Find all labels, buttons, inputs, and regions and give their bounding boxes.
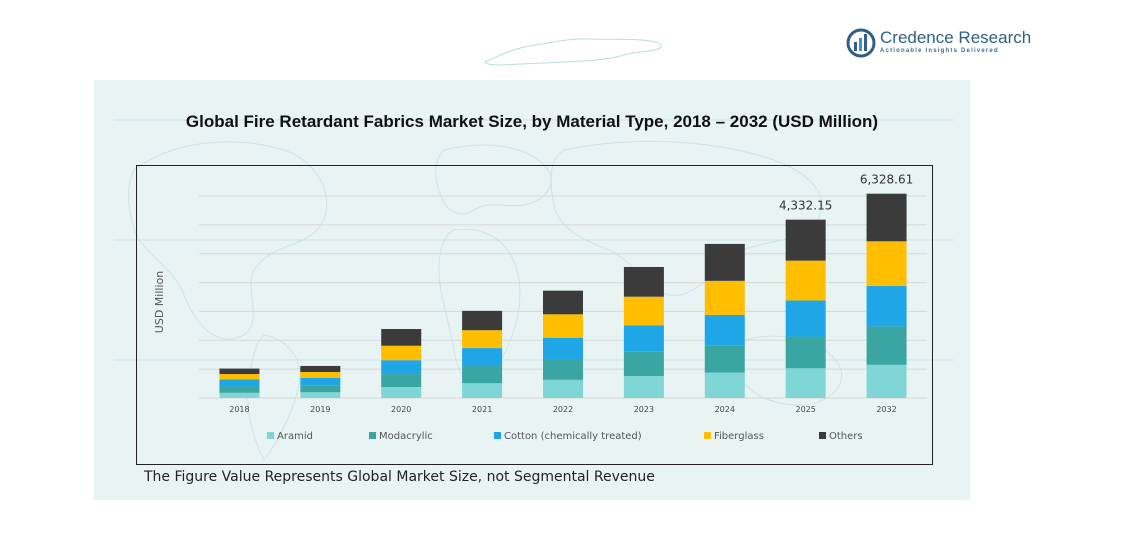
- bar-segment-aramid-2019: [300, 392, 341, 398]
- bar-segment-aramid-2018: [219, 392, 260, 398]
- bar-segment-modacrylic-2021: [462, 365, 503, 384]
- legend-swatch: [704, 432, 711, 439]
- bar-segment-others-2032: [866, 193, 907, 242]
- legend-item-others: Others: [819, 431, 863, 442]
- legend-label: Aramid: [277, 431, 313, 442]
- legend-label: Modacrylic: [379, 431, 433, 442]
- bar-segment-fiberglass-2025: [785, 260, 826, 301]
- legend-label: Others: [829, 431, 863, 442]
- bar-segment-others-2024: [704, 243, 745, 281]
- bar-segment-fiberglass-2021: [462, 330, 503, 349]
- bar-segment-aramid-2020: [381, 387, 422, 398]
- bar-segment-cotton-chemically-treated--2018: [219, 379, 260, 387]
- chart-title: Global Fire Retardant Fabrics Market Siz…: [185, 112, 879, 131]
- legend-item-fiberglass: Fiberglass: [704, 431, 764, 442]
- legend-item-cotton-chemically-treated-: Cotton (chemically treated): [494, 431, 642, 442]
- x-tick-label-2019: 2019: [310, 405, 330, 414]
- bar-segment-modacrylic-2023: [623, 351, 664, 377]
- x-tick-label-2024: 2024: [715, 405, 735, 414]
- x-tick-label-2032: 2032: [876, 405, 896, 414]
- bar-segment-others-2018: [219, 368, 260, 375]
- bar-segment-cotton-chemically-treated--2032: [866, 286, 907, 327]
- brand-tagline: Actionable Insights Delivered: [880, 48, 999, 54]
- bar-segment-aramid-2032: [866, 364, 907, 398]
- legend-swatch: [819, 432, 826, 439]
- stacked-bar-chart: 2018 2019 2020 2021 2022 2023 2024 2025 2032 4,3…: [153, 173, 927, 442]
- chart-frame: 2018 2019 2020 2021 2022 2023 2024 2025 2032 4,3…: [136, 165, 933, 465]
- bar-segment-fiberglass-2032: [866, 241, 907, 287]
- decorative-island-shape: [484, 38, 662, 66]
- bar-segment-others-2025: [785, 219, 826, 261]
- bar-segment-modacrylic-2022: [543, 359, 583, 380]
- footnote: The Figure Value Represents Global Marke…: [144, 469, 655, 485]
- bar-segment-others-2019: [300, 365, 341, 373]
- bar-segment-modacrylic-2020: [381, 374, 422, 388]
- x-tick-label-2018: 2018: [229, 405, 249, 414]
- legend-swatch: [369, 432, 376, 439]
- legend-item-modacrylic: Modacrylic: [369, 431, 433, 442]
- bar-segment-cotton-chemically-treated--2024: [704, 314, 745, 346]
- bar-segment-cotton-chemically-treated--2021: [462, 348, 503, 366]
- bar-segment-cotton-chemically-treated--2019: [300, 377, 341, 386]
- legend-label: Cotton (chemically treated): [504, 431, 642, 442]
- bar-segment-cotton-chemically-treated--2020: [381, 360, 422, 375]
- bar-segment-cotton-chemically-treated--2025: [785, 300, 826, 337]
- bar-segment-others-2022: [543, 290, 583, 315]
- x-tick-label-2022: 2022: [553, 405, 573, 414]
- chart-panel: Global Fire Retardant Fabrics Market Siz…: [94, 80, 970, 500]
- bar-segment-modacrylic-2032: [866, 326, 907, 365]
- bar-segment-cotton-chemically-treated--2023: [623, 325, 664, 352]
- bar-segment-aramid-2024: [704, 372, 745, 398]
- legend-item-aramid: Aramid: [267, 431, 313, 442]
- bar-segment-modacrylic-2019: [300, 385, 341, 393]
- bar-segment-modacrylic-2018: [219, 386, 260, 393]
- total-value-labels: 4,332.15 6,328.61: [779, 173, 913, 213]
- bar-segment-fiberglass-2023: [623, 296, 664, 326]
- x-tick-labels: 2018 2019 2020 2021 2022 2023 2024 2025 2032: [229, 405, 896, 414]
- bar-segment-fiberglass-2024: [704, 280, 745, 315]
- bar-segment-aramid-2022: [543, 379, 583, 398]
- bar-chart-logo-icon: [846, 28, 876, 58]
- bar-segment-others-2021: [462, 310, 503, 331]
- y-axis-label: USD Million: [153, 271, 166, 333]
- bars: [219, 193, 907, 398]
- x-tick-label-2020: 2020: [391, 405, 411, 414]
- bar-segment-modacrylic-2025: [785, 336, 826, 369]
- bar-segment-cotton-chemically-treated--2022: [543, 337, 583, 360]
- brand-logo: Credence Research Actionable Insights De…: [846, 26, 1056, 60]
- bar-segment-others-2020: [381, 329, 422, 346]
- bar-segment-fiberglass-2019: [300, 372, 341, 378]
- x-tick-label-2025: 2025: [795, 405, 815, 414]
- legend-label: Fiberglass: [714, 431, 764, 442]
- legend: Aramid Modacrylic Cotton (chemically treat…: [267, 431, 863, 442]
- bar-segment-aramid-2021: [462, 383, 503, 398]
- total-label-2032: 6,328.61: [860, 173, 913, 187]
- total-label-2025: 4,332.15: [779, 199, 832, 213]
- bar-segment-fiberglass-2018: [219, 374, 260, 380]
- bar-segment-aramid-2023: [623, 376, 664, 398]
- x-tick-label-2023: 2023: [634, 405, 654, 414]
- brand-name: Credence Research: [880, 28, 1032, 47]
- bar-segment-fiberglass-2020: [381, 345, 422, 361]
- legend-swatch: [494, 432, 501, 439]
- legend-swatch: [267, 432, 274, 439]
- bar-segment-fiberglass-2022: [543, 314, 583, 338]
- bar-segment-modacrylic-2024: [704, 345, 745, 373]
- bar-segment-aramid-2025: [785, 368, 826, 398]
- x-tick-label-2021: 2021: [472, 405, 492, 414]
- bar-segment-others-2023: [623, 266, 664, 297]
